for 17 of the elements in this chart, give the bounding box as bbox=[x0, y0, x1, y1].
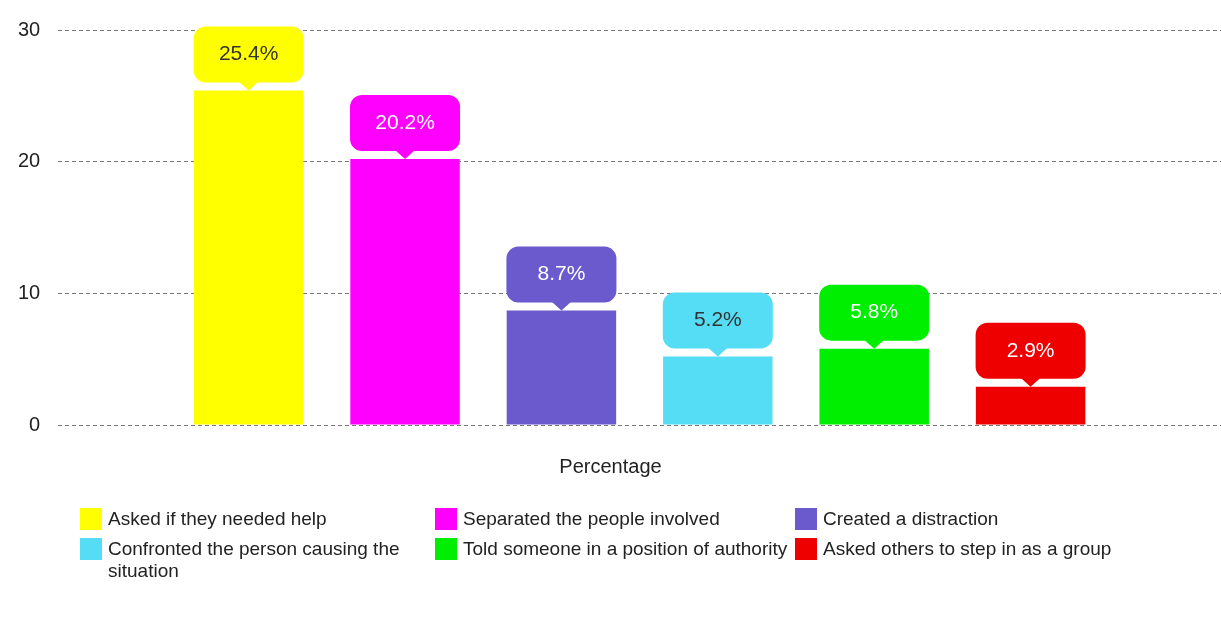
data-label: 8.7% bbox=[537, 261, 586, 285]
legend-label: Confronted the person causing the situation bbox=[108, 538, 401, 582]
data-label: 5.8% bbox=[850, 299, 899, 323]
data-label: 25.4% bbox=[218, 41, 279, 65]
legend-label: Asked others to step in as a group bbox=[823, 538, 1112, 560]
data-label: 20.2% bbox=[375, 109, 435, 133]
x-axis-title: Percentage bbox=[558, 455, 663, 478]
legend-label: Created a distraction bbox=[823, 508, 999, 530]
y-tick-label: 0 bbox=[29, 412, 41, 435]
data-label: 2.9% bbox=[1006, 337, 1055, 361]
data-label: 5.2% bbox=[693, 307, 742, 331]
y-tick-label: 10 bbox=[18, 280, 41, 303]
legend-label: Separated the people involved bbox=[463, 508, 720, 530]
y-tick-label: 20 bbox=[18, 149, 41, 172]
legend-label: Asked if they needed help bbox=[108, 508, 327, 530]
y-tick-label: 30 bbox=[18, 17, 41, 40]
legend-label: Told someone in a position of authority bbox=[463, 538, 788, 560]
